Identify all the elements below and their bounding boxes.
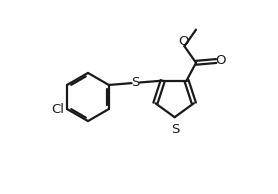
Text: Cl: Cl bbox=[51, 103, 64, 116]
Text: S: S bbox=[171, 123, 179, 136]
Text: O: O bbox=[215, 54, 225, 67]
Text: S: S bbox=[131, 76, 140, 89]
Text: O: O bbox=[178, 36, 189, 48]
